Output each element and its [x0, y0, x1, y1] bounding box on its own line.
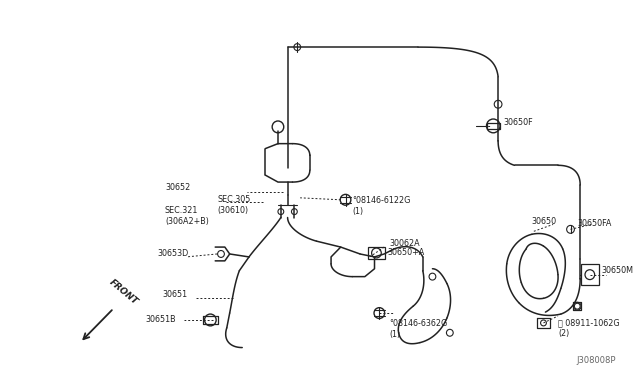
- Circle shape: [340, 195, 351, 205]
- Circle shape: [429, 273, 436, 280]
- Circle shape: [447, 329, 453, 336]
- Circle shape: [574, 303, 580, 309]
- Bar: [368, 247, 385, 259]
- Circle shape: [372, 248, 381, 258]
- Text: 30650+A: 30650+A: [387, 248, 424, 257]
- Circle shape: [218, 250, 225, 257]
- Circle shape: [374, 308, 385, 318]
- Text: FRONT: FRONT: [107, 277, 139, 306]
- Circle shape: [585, 270, 595, 280]
- Text: 30650F: 30650F: [503, 118, 532, 128]
- Text: ⓓ 08911-1062G
(2): ⓓ 08911-1062G (2): [558, 318, 620, 338]
- Circle shape: [566, 225, 574, 233]
- Circle shape: [494, 100, 502, 108]
- Circle shape: [573, 302, 581, 310]
- Text: 30650: 30650: [532, 217, 557, 226]
- Text: 30652: 30652: [165, 183, 190, 192]
- Text: SEC.305
(30610): SEC.305 (30610): [217, 195, 250, 215]
- Text: 30650FA: 30650FA: [577, 219, 612, 228]
- Text: 30651: 30651: [162, 290, 188, 299]
- Text: SEC.321
(306A2+B): SEC.321 (306A2+B): [165, 206, 209, 226]
- Text: 30651B: 30651B: [146, 315, 176, 324]
- Circle shape: [291, 209, 297, 215]
- Text: 30650M: 30650M: [602, 266, 634, 275]
- Text: 30062A: 30062A: [389, 238, 420, 248]
- Text: °08146-6362G
(1): °08146-6362G (1): [389, 319, 447, 339]
- Circle shape: [486, 119, 500, 133]
- Circle shape: [278, 209, 284, 215]
- Bar: [581, 264, 598, 285]
- Text: °08146-6122G
(1): °08146-6122G (1): [352, 196, 411, 216]
- Circle shape: [541, 320, 547, 326]
- Text: 30653D: 30653D: [157, 250, 189, 259]
- Circle shape: [205, 314, 216, 326]
- Text: J308008P: J308008P: [577, 356, 616, 365]
- Circle shape: [272, 121, 284, 133]
- Circle shape: [294, 44, 301, 51]
